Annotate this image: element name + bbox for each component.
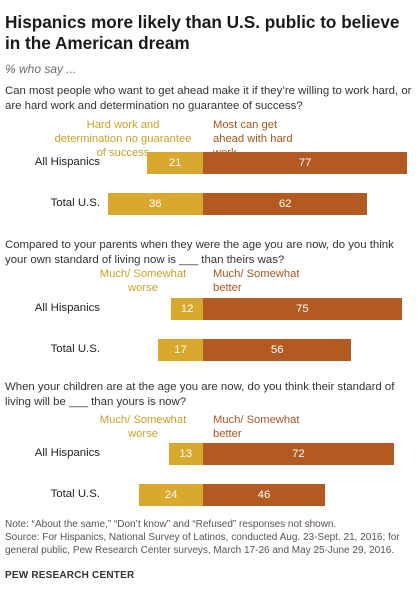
bar-right: 75 bbox=[203, 298, 402, 320]
category-label: Total U.S. bbox=[50, 488, 100, 500]
question-text: When your children are at the age you ar… bbox=[5, 381, 395, 408]
category-label: Total U.S. bbox=[50, 197, 100, 209]
note-text: Note: “About the same,” “Don’t know” and… bbox=[5, 519, 337, 530]
category-label: All Hispanics bbox=[34, 447, 100, 459]
bar-left: 17 bbox=[157, 339, 203, 361]
legend-left-series: Much/ Somewhat worse bbox=[99, 268, 187, 294]
bar-right: 62 bbox=[203, 193, 368, 215]
question-text: Can most people who want to get ahead ma… bbox=[5, 85, 412, 112]
category-label: All Hispanics bbox=[34, 156, 100, 168]
bar-right-value: 56 bbox=[270, 344, 284, 356]
question-text: Compared to your parents when they were … bbox=[5, 239, 394, 266]
legend-right-series: Much/ Somewhat better bbox=[213, 268, 300, 294]
legend-left-series: Much/ Somewhat worse bbox=[99, 414, 187, 440]
bar-right: 77 bbox=[203, 152, 408, 174]
bar-left-value: 17 bbox=[174, 344, 187, 356]
bar-right-value: 62 bbox=[278, 198, 292, 210]
bar-left-value: 36 bbox=[148, 198, 162, 210]
organization-name: PEW RESEARCH CENTER bbox=[5, 570, 135, 581]
bar-right-value: 75 bbox=[296, 303, 309, 315]
chart-title: Hispanics more likely than U.S. public t… bbox=[5, 12, 400, 53]
bar-left-value: 24 bbox=[164, 489, 178, 501]
bar-right: 56 bbox=[203, 339, 352, 361]
bar-left: 36 bbox=[107, 193, 203, 215]
bar-left-value: 12 bbox=[180, 303, 194, 315]
chart-subtitle: % who say ... bbox=[5, 62, 77, 76]
legend-right-series: Much/ Somewhat better bbox=[213, 414, 300, 440]
bar-left: 13 bbox=[168, 443, 203, 465]
category-label: Total U.S. bbox=[50, 343, 100, 355]
bar-left: 21 bbox=[147, 152, 203, 174]
bar-left-value: 21 bbox=[168, 157, 182, 169]
bar-left: 12 bbox=[171, 298, 203, 320]
bar-left: 24 bbox=[139, 484, 203, 506]
bar-right: 72 bbox=[203, 443, 394, 465]
bar-right-value: 72 bbox=[292, 448, 305, 460]
bar-right-value: 77 bbox=[298, 157, 312, 169]
bar-right: 46 bbox=[203, 484, 325, 506]
category-label: All Hispanics bbox=[34, 302, 100, 314]
chart-notes: Note: “About the same,” “Don’t know” and… bbox=[5, 518, 415, 557]
source-text: Source: For Hispanics, National Survey o… bbox=[5, 532, 400, 556]
bar-right-value: 46 bbox=[257, 489, 271, 501]
legend-left-series: Hard work and determination no guarantee… bbox=[54, 119, 192, 159]
bar-left-value: 13 bbox=[179, 448, 193, 460]
